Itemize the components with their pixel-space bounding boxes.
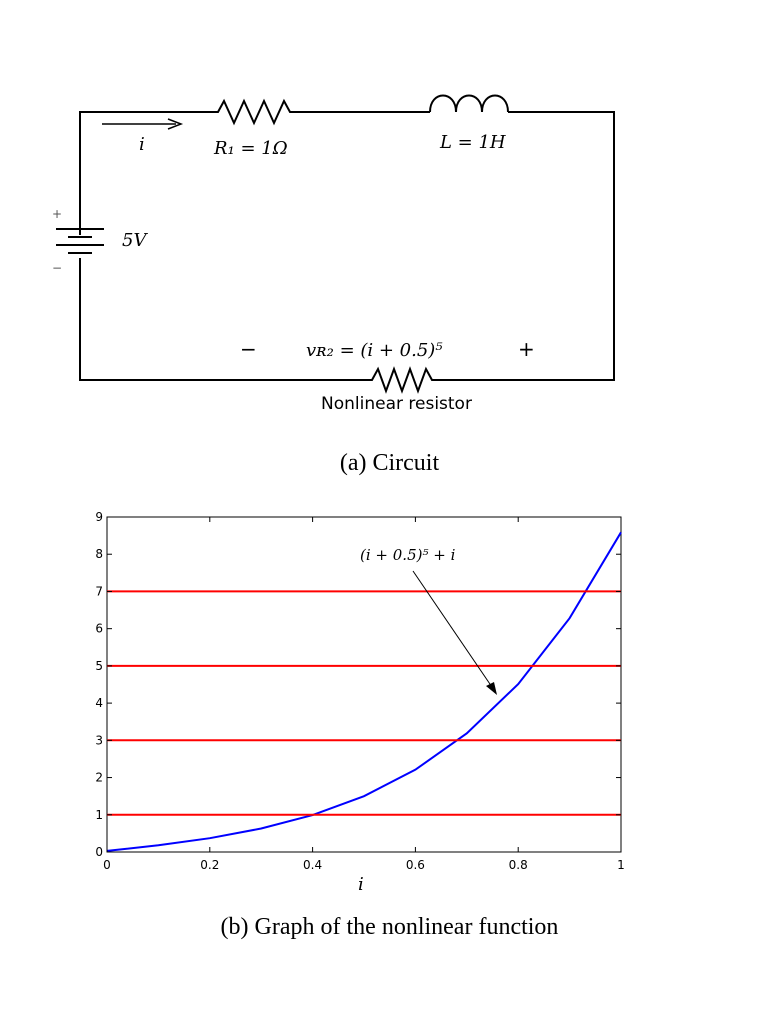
inductor-label: L = 1H — [439, 132, 506, 153]
nonlinear-resistor-label: Nonlinear resistor — [321, 394, 472, 414]
vr2-plus-sign: + — [518, 337, 535, 361]
battery-symbol — [56, 228, 104, 254]
vr2-label: vʀ₂ = (i + 0.5)⁵ — [306, 340, 443, 361]
y-tick-label: 2 — [95, 771, 103, 785]
x-axis-label: i — [358, 874, 364, 895]
x-tick-label: 1 — [617, 858, 625, 872]
r1-label: R₁ = 1Ω — [213, 138, 288, 159]
source-minus-sign: − — [52, 261, 62, 275]
caption-graph: (b) Graph of the nonlinear function — [220, 914, 559, 940]
annotation-arrow — [412, 570, 497, 695]
circuit-diagram: i R₁ = 1Ω L = 1H + − 5V − vʀ₂ = (i + 0.5… — [52, 94, 615, 414]
y-tick-label: 1 — [95, 808, 103, 822]
x-tick-label: 0.8 — [509, 858, 528, 872]
series-layer — [106, 531, 622, 852]
y-tick-label: 4 — [95, 696, 103, 710]
source-voltage-label: 5V — [122, 230, 148, 251]
vr2-minus-sign: − — [240, 337, 257, 361]
plot-frame — [106, 516, 622, 853]
current-label: i — [139, 134, 145, 155]
caption-circuit: (a) Circuit — [339, 450, 440, 476]
y-tick-label: 5 — [95, 659, 103, 673]
y-tick-label: 0 — [95, 845, 103, 859]
curve-annotation: (i + 0.5)⁵ + i — [360, 546, 456, 564]
x-tick-label: 0.4 — [303, 858, 322, 872]
y-tick-label: 7 — [95, 584, 103, 598]
y-tick-label: 9 — [95, 510, 103, 524]
x-tick-label: 0 — [103, 858, 111, 872]
tick-layer: 0 0.2 0.4 0.6 0.8 1 0 1 2 3 4 5 6 7 8 9 — [95, 510, 624, 872]
y-tick-label: 8 — [95, 547, 103, 561]
y-tick-label: 3 — [95, 733, 103, 747]
x-tick-label: 0.6 — [406, 858, 425, 872]
x-tick-label: 0.2 — [200, 858, 219, 872]
curve-series — [106, 531, 622, 852]
circuit-wires — [79, 94, 615, 394]
y-tick-label: 6 — [95, 622, 103, 636]
source-plus-sign: + — [52, 207, 62, 221]
current-arrow — [102, 118, 184, 130]
